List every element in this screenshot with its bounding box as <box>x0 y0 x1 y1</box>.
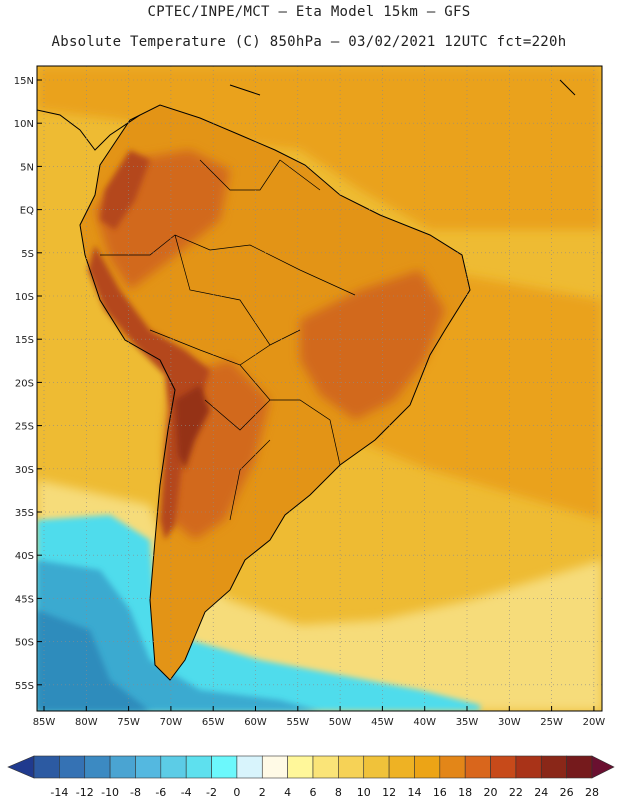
coastline <box>79 104 471 681</box>
coldest-water-region <box>37 610 150 711</box>
longitude-label: 50W <box>329 717 352 728</box>
latitude-label: EQ <box>20 206 34 217</box>
colorbar-swatch <box>312 755 339 779</box>
northern-andes-band <box>100 150 150 230</box>
cold-water-region <box>37 560 320 711</box>
longitude-label: 25W <box>540 717 563 728</box>
colorbar-tick-label: 2 <box>259 786 266 799</box>
colorbar-tick-label: 8 <box>335 786 342 799</box>
andes-peak-region <box>175 385 210 470</box>
colorbar-swatch <box>363 755 390 779</box>
colorbar-tick-label: -10 <box>101 786 119 799</box>
longitude-label: 55W <box>286 717 309 728</box>
latitude-label: 15N <box>14 76 34 87</box>
latitude-axis: 15N 10N 5N EQ 5S 10S 15S 20S 25S 30S 35S 40S 45S 50S 5… <box>14 76 42 692</box>
colorbar-swatch <box>439 755 466 779</box>
colorbar-swatch <box>566 755 593 779</box>
colorbar-tick-label: 14 <box>407 786 421 799</box>
colorbar-high-extension <box>591 755 615 779</box>
colorbar-tick-label: 6 <box>310 786 317 799</box>
colorbar-tick-label: -12 <box>76 786 94 799</box>
colorbar-tick-label: -4 <box>181 786 192 799</box>
longitude-axis: 85W 80W 75W 70W 65W 60W 55W 50W 45W 40W 35W 30W 25W 2… <box>33 706 606 728</box>
longitude-label: 80W <box>75 717 98 728</box>
colorbar-swatch <box>490 755 517 779</box>
colorbar-tick-label: 10 <box>357 786 371 799</box>
latitude-label: 10S <box>15 292 34 303</box>
map-subtitle: Absolute Temperature (C) 850hPa – 03/02/… <box>51 34 567 50</box>
latitude-label: 20S <box>15 378 34 389</box>
longitude-label: 85W <box>33 717 56 728</box>
longitude-label: 35W <box>456 717 479 728</box>
colorbar-swatch <box>33 755 60 779</box>
colorbar-swatch <box>236 755 263 779</box>
colorbar-swatch <box>414 755 441 779</box>
longitude-label: 60W <box>244 717 267 728</box>
latitude-label: 30S <box>15 465 34 476</box>
colorbar-swatch <box>540 755 567 779</box>
latitude-label: 55S <box>15 681 34 692</box>
latitude-label: 15S <box>15 335 34 346</box>
colorbar-tick-label: 22 <box>509 786 523 799</box>
warm-ocean-band <box>37 66 602 230</box>
latitude-label: 45S <box>15 594 34 605</box>
colorbar-swatch <box>261 755 288 779</box>
map-title: CPTEC/INPE/MCT – Eta Model 15km – GFS <box>147 4 471 20</box>
colorbar-swatch <box>59 755 86 779</box>
latitude-label: 5S <box>21 249 34 260</box>
longitude-label: 65W <box>202 717 225 728</box>
andes-high-temperature-band <box>88 245 210 540</box>
longitude-label: 70W <box>160 717 183 728</box>
colorbar-swatch <box>464 755 491 779</box>
latitude-label: 25S <box>15 422 34 433</box>
gulf-of-mexico-coast <box>37 79 576 151</box>
latitude-label: 50S <box>15 638 34 649</box>
colorbar-tick-label: 4 <box>284 786 291 799</box>
colorbar-tick-label: -8 <box>130 786 141 799</box>
colorbar-tick-label: 0 <box>233 786 240 799</box>
longitude-label: 75W <box>117 717 140 728</box>
colorbar-swatch <box>338 755 365 779</box>
colorbar-tick-label: 26 <box>560 786 574 799</box>
colorbar-swatch <box>185 755 212 779</box>
colorbar-tick-label: 28 <box>585 786 599 799</box>
colorbar-swatch <box>84 755 111 779</box>
colorbar-swatch <box>109 755 136 779</box>
longitude-label: 20W <box>583 717 606 728</box>
latitude-label: 10N <box>14 119 34 130</box>
colorbar-tick-label: 18 <box>458 786 472 799</box>
latitude-label: 35S <box>15 508 34 519</box>
colorbar-swatch <box>211 755 238 779</box>
longitude-label: 40W <box>413 717 436 728</box>
colorbar-swatch <box>287 755 314 779</box>
latitude-label: 40S <box>15 551 34 562</box>
colorbar-tick-label: -14 <box>50 786 68 799</box>
colorbar-tick-label: -6 <box>155 786 166 799</box>
colorbar-tick-label: -2 <box>206 786 217 799</box>
hot-land-region <box>300 270 445 420</box>
colorbar-swatch <box>135 755 162 779</box>
colorbar-swatch <box>515 755 542 779</box>
colorbar-labels: -14 -12 -10 -8 -6 -4 -2 0 2 4 6 8 10 12 14 16 18 20 22 24 26… <box>50 786 599 799</box>
colorbar-swatch <box>388 755 415 779</box>
colorbar-tick-label: 20 <box>484 786 498 799</box>
colorbar-swatch <box>160 755 187 779</box>
colorbar-tick-label: 16 <box>433 786 447 799</box>
colorbar-low-extension <box>7 755 35 779</box>
latitude-label: 5N <box>20 162 34 173</box>
map-frame <box>36 65 603 712</box>
country-borders <box>100 159 356 521</box>
longitude-label: 30W <box>498 717 521 728</box>
colorbar <box>7 755 615 779</box>
colorbar-tick-label: 24 <box>534 786 548 799</box>
longitude-label: 45W <box>371 717 394 728</box>
colorbar-tick-label: 12 <box>382 786 396 799</box>
